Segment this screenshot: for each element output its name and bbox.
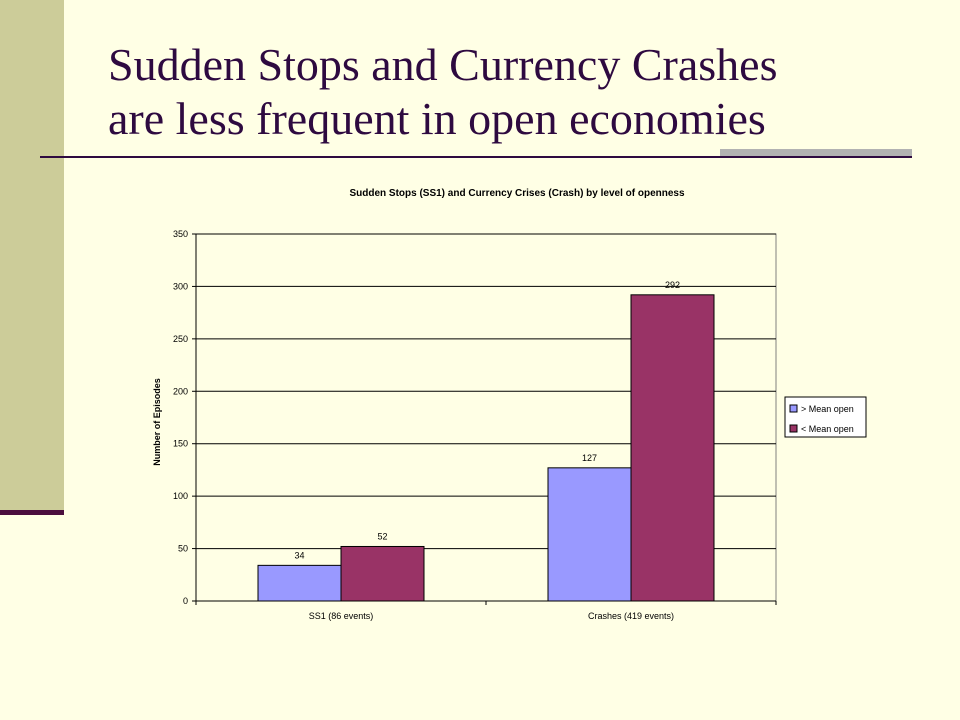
legend-box [784,396,867,438]
axes: 0 50 100 150 200 250 300 350 SS1 (86 events) Cras… [173,229,777,621]
bar [257,564,342,602]
legend-swatch [789,424,798,433]
y-tick-label: 150 [173,439,188,449]
data-labels: 34 52 127 292 [294,280,680,561]
slide-title-line-1: Sudden Stops and Currency Crashes [108,39,778,90]
x-tick-label: SS1 (86 events) [309,611,374,621]
bars [257,294,715,602]
data-label: 292 [665,280,680,290]
y-axis-label: Number of Episodes [152,378,162,466]
legend-label: > Mean open [801,404,854,414]
y-tick-label: 50 [178,544,188,554]
slide-title: Sudden Stops and Currency Crashes are le… [108,38,777,146]
data-label: 127 [582,453,597,463]
y-tick-label: 300 [173,281,188,291]
side-decoration-accent [0,510,64,515]
y-tick-label: 250 [173,334,188,344]
y-tick-label: 200 [173,386,188,396]
legend-swatch [789,404,798,413]
data-label: 34 [294,550,304,560]
legend: > Mean open < Mean open [784,396,867,438]
bar [547,467,632,602]
data-label: 52 [377,531,387,541]
chart-title: Sudden Stops (SS1) and Currency Crises (… [349,188,685,199]
title-underline [40,156,912,158]
title-underline-accent [720,149,912,156]
bar-chart: Sudden Stops (SS1) and Currency Crises (… [152,188,867,621]
legend-label: < Mean open [801,424,854,434]
y-tick-label: 350 [173,229,188,239]
y-tick-label: 0 [183,596,188,606]
y-tick-label: 100 [173,491,188,501]
bar [630,294,715,602]
slide-title-line-2: are less frequent in open economies [108,93,766,144]
side-decoration-bar [0,0,64,512]
bar [340,545,425,602]
x-tick-label: Crashes (419 events) [588,611,674,621]
